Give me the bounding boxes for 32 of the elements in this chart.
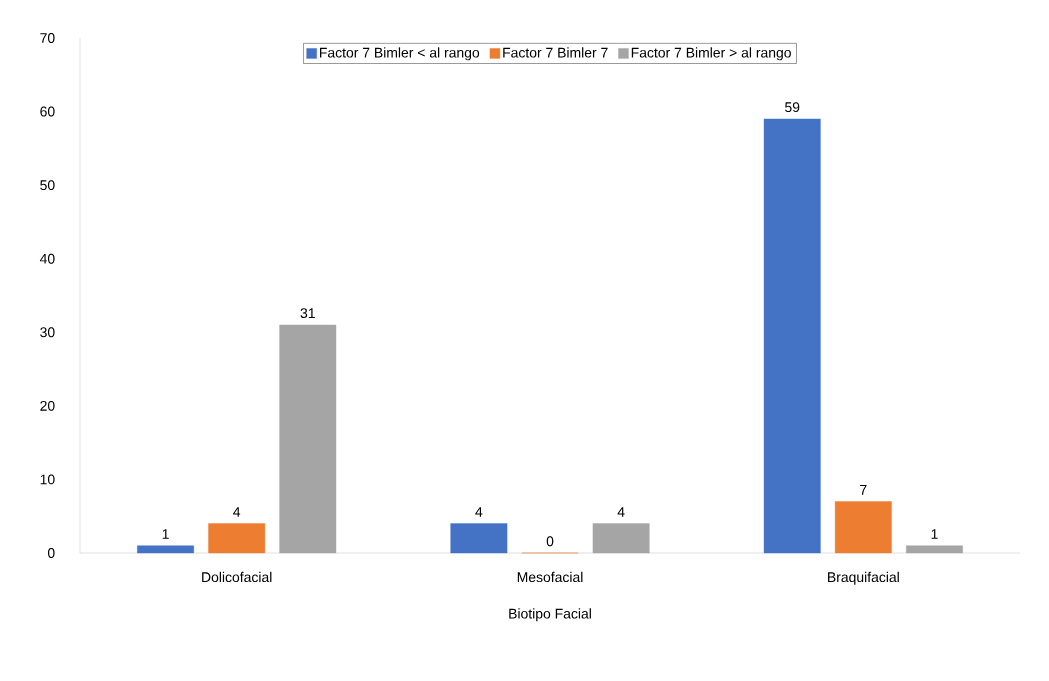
bar: [906, 545, 963, 554]
bar: [208, 523, 266, 554]
data-label: 31: [300, 308, 315, 319]
legend-label: Factor 7 Bimler > al rango: [631, 47, 791, 61]
data-label: 1: [931, 529, 938, 539]
y-tick-label: 50: [40, 180, 55, 191]
y-tick-label: 70: [40, 33, 55, 43]
bar: [834, 501, 892, 554]
x-tick-label: Dolicofacial: [202, 571, 272, 583]
x-tick-label: Mesofacial: [517, 571, 583, 583]
data-label: 4: [233, 507, 241, 517]
y-tick-label: 60: [40, 106, 55, 117]
bar: [450, 523, 508, 554]
y-tick-label: 20: [40, 400, 55, 411]
y-tick-label: 40: [39, 253, 55, 264]
y-tick-label: 0: [47, 548, 55, 558]
data-label: 59: [785, 102, 800, 113]
bar: [279, 324, 337, 554]
data-label: 7: [860, 485, 867, 495]
legend-label: Factor 7 Bimler < al rango: [320, 47, 480, 61]
data-label: 0: [546, 536, 554, 547]
y-tick-label: 30: [40, 327, 55, 338]
bar: [592, 523, 650, 554]
bar: [137, 545, 194, 554]
data-label: 1: [162, 529, 169, 539]
x-tick-label: Braquifacial: [828, 571, 899, 585]
legend-label: Factor 7 Bimler 7: [503, 47, 608, 58]
data-label: 4: [617, 507, 625, 517]
bar: [763, 118, 821, 554]
data-label: 4: [475, 507, 483, 517]
y-tick-label: 10: [40, 474, 55, 485]
x-axis-title: Biotipo Facial: [509, 608, 591, 622]
